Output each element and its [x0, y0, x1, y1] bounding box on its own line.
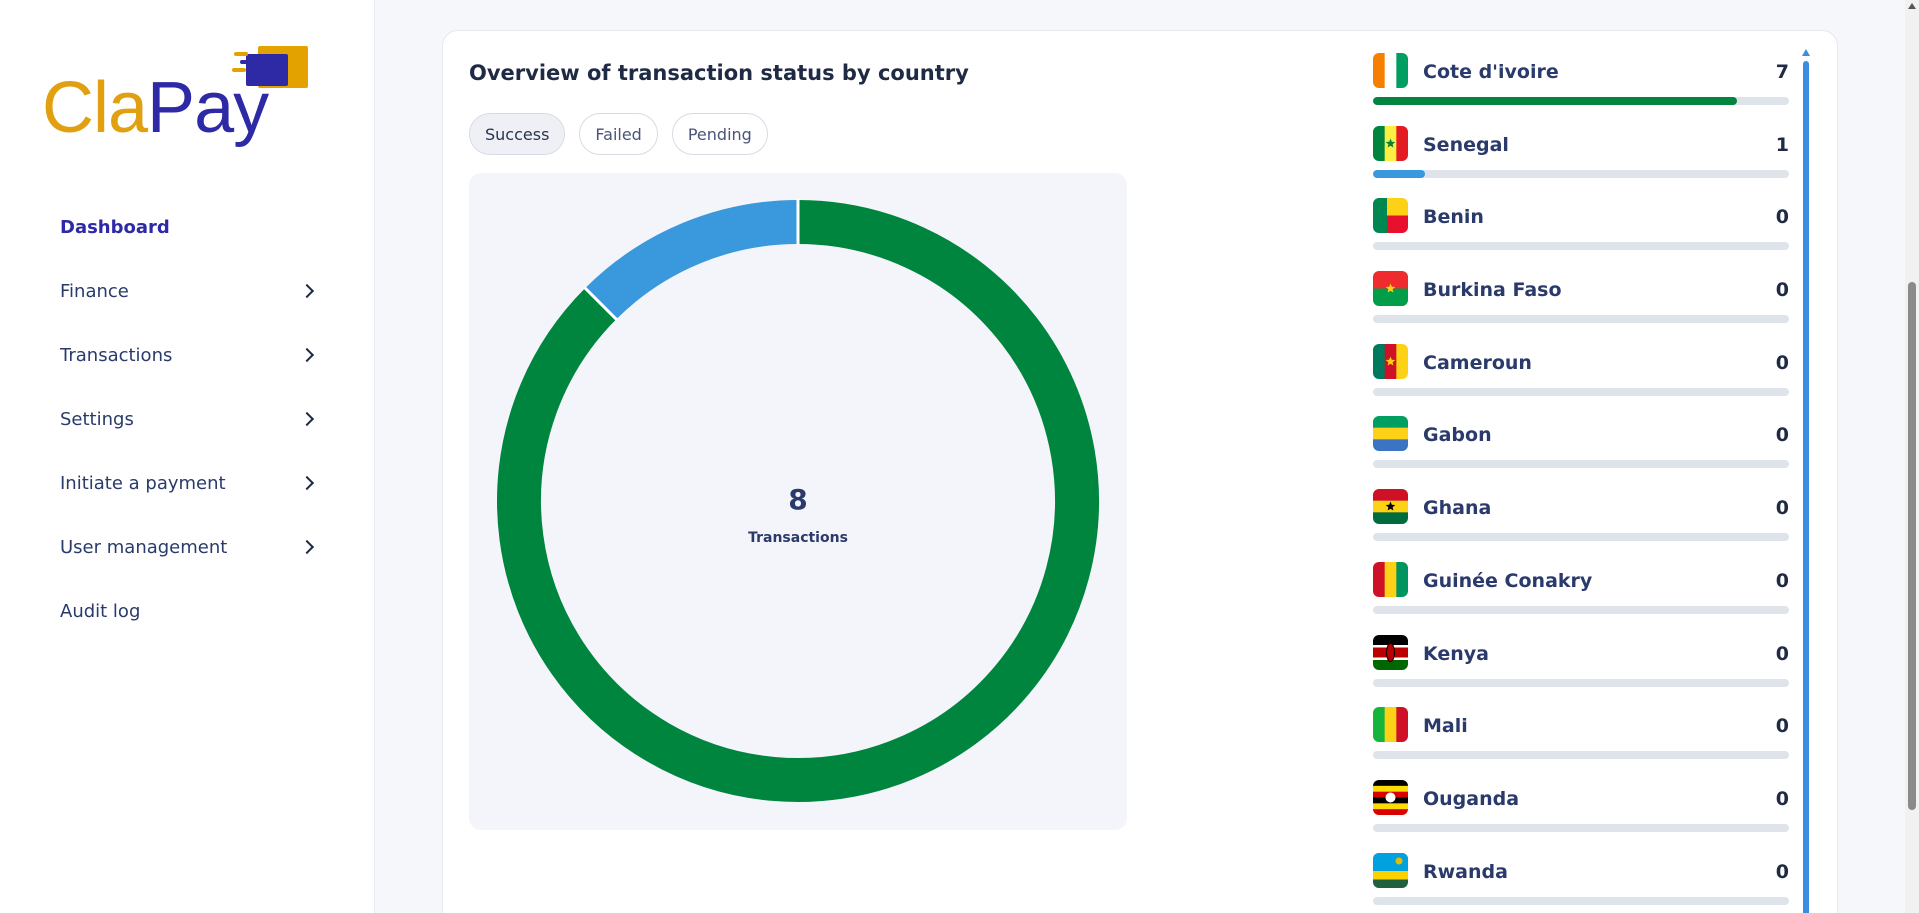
country-count: 0 [1775, 497, 1789, 520]
sidebar: ClaPay Dashboard Finance Transactions Se… [0, 0, 375, 913]
total-transactions-value: 8 [788, 483, 808, 516]
donut-chart: 8 Transactions [469, 173, 1127, 830]
chevron-right-icon [299, 347, 315, 363]
country-row-kenya[interactable]: Kenya 0 [1373, 634, 1789, 708]
total-transactions-label: Transactions [748, 530, 848, 546]
cote-divoire-flag-icon [1373, 53, 1408, 88]
country-progress-bar [1373, 460, 1789, 469]
sidebar-nav: Dashboard Finance Transactions Settings … [60, 195, 320, 643]
sidebar-item-user-management[interactable]: User management [60, 515, 320, 579]
country-count: 0 [1775, 424, 1789, 447]
benin-flag-icon [1373, 198, 1408, 234]
country-row-guinee-conakry[interactable]: Guinée Conakry 0 [1373, 561, 1789, 635]
country-row-gabon[interactable]: Gabon 0 [1373, 416, 1789, 489]
country-progress-bar [1373, 533, 1789, 542]
country-name: Cote d'ivoire [1423, 61, 1559, 83]
country-name: Burkina Faso [1423, 279, 1562, 302]
country-count: 7 [1775, 61, 1789, 83]
country-progress-bar [1373, 605, 1789, 614]
country-progress-bar [1373, 751, 1789, 760]
filter-success-button[interactable]: Success [469, 113, 566, 155]
country-list: Cote d'ivoire 7 Senegal 1 Benin 0 Burkina Faso… [1373, 53, 1789, 913]
kenya-flag-icon [1373, 634, 1408, 670]
country-row-rwanda[interactable]: Rwanda 0 [1373, 852, 1789, 913]
country-count: 0 [1775, 787, 1789, 810]
country-progress-bar [1373, 823, 1789, 832]
country-name: Kenya [1423, 642, 1490, 665]
country-count: 1 [1775, 133, 1789, 156]
country-count: 0 [1775, 279, 1789, 302]
mali-flag-icon [1373, 707, 1408, 743]
country-progress-bar [1373, 242, 1789, 251]
donut-slice-cote-d-ivoire[interactable] [497, 200, 1099, 802]
country-row-cameroun[interactable]: Cameroun 0 [1373, 343, 1789, 417]
country-progress-bar [1373, 97, 1789, 105]
country-progress-bar [1373, 315, 1789, 324]
ghana-flag-icon [1373, 489, 1408, 525]
status-filter-group: Success Failed Pending [469, 113, 768, 155]
country-count: 0 [1775, 860, 1789, 883]
country-count: 0 [1775, 715, 1789, 738]
chevron-right-icon [299, 475, 315, 491]
sidebar-item-dashboard[interactable]: Dashboard [60, 216, 170, 238]
clapay-logo[interactable]: ClaPay [42, 42, 308, 157]
country-row-cote-d-ivoire[interactable]: Cote d'ivoire 7 [1373, 53, 1789, 126]
sidebar-item-transactions[interactable]: Transactions [60, 323, 320, 387]
card-title: Overview of transaction status by countr… [469, 61, 969, 85]
rwanda-flag-icon [1373, 852, 1408, 888]
country-name: Benin [1423, 206, 1484, 229]
page-scrollbar-thumb[interactable] [1908, 282, 1916, 810]
country-name: Ghana [1423, 497, 1492, 520]
chevron-right-icon [299, 283, 315, 299]
slice-separator [583, 286, 619, 322]
ouganda-flag-icon [1373, 779, 1408, 815]
senegal-flag-icon [1373, 125, 1408, 161]
sidebar-item-audit-log[interactable]: Audit log [60, 600, 141, 622]
country-list-scrollbar[interactable] [1803, 61, 1809, 913]
country-name: Mali [1423, 715, 1468, 738]
sidebar-item-finance[interactable]: Finance [60, 259, 320, 323]
gabon-flag-icon [1373, 416, 1408, 452]
brand-name: ClaPay [42, 68, 269, 148]
country-name: Ouganda [1423, 787, 1520, 810]
country-progress-fill [1373, 169, 1425, 178]
transaction-status-card: Overview of transaction status by countr… [442, 30, 1838, 913]
country-progress-bar [1373, 169, 1789, 178]
country-row-senegal[interactable]: Senegal 1 [1373, 125, 1789, 199]
country-count: 0 [1775, 569, 1789, 592]
scroll-up-arrow-icon[interactable] [1908, 3, 1916, 9]
sidebar-item-initiate-payment[interactable]: Initiate a payment [60, 451, 320, 515]
sidebar-item-settings[interactable]: Settings [60, 387, 320, 451]
guinee-conakry-flag-icon [1373, 561, 1408, 597]
country-progress-bar [1373, 678, 1789, 687]
donut-chart-svg [497, 199, 1099, 802]
country-progress-bar [1373, 387, 1789, 396]
country-name: Senegal [1423, 133, 1509, 156]
country-name: Cameroun [1423, 351, 1532, 374]
filter-failed-button[interactable]: Failed [579, 113, 658, 155]
country-progress-bar [1373, 896, 1789, 905]
country-row-ouganda[interactable]: Ouganda 0 [1373, 779, 1789, 853]
list-scroll-up-icon[interactable] [1802, 49, 1810, 56]
country-count: 0 [1775, 642, 1789, 665]
country-name: Rwanda [1423, 860, 1508, 883]
country-row-burkina-faso[interactable]: Burkina Faso 0 [1373, 271, 1789, 344]
country-count: 0 [1775, 351, 1789, 374]
country-name: Guinée Conakry [1423, 569, 1593, 592]
filter-pending-button[interactable]: Pending [671, 113, 768, 155]
country-row-ghana[interactable]: Ghana 0 [1373, 489, 1789, 562]
cameroun-flag-icon [1373, 343, 1408, 379]
chevron-right-icon [299, 539, 315, 555]
burkina-faso-flag-icon [1373, 271, 1408, 307]
donut-slice-senegal[interactable] [585, 200, 799, 320]
chevron-right-icon [299, 411, 315, 427]
country-count: 0 [1775, 206, 1789, 229]
country-row-benin[interactable]: Benin 0 [1373, 198, 1789, 271]
country-name: Gabon [1423, 424, 1492, 447]
payment-card-icon [232, 46, 308, 88]
page-scrollbar[interactable] [1905, 0, 1919, 913]
country-row-mali[interactable]: Mali 0 [1373, 707, 1789, 780]
country-progress-fill [1373, 97, 1737, 105]
